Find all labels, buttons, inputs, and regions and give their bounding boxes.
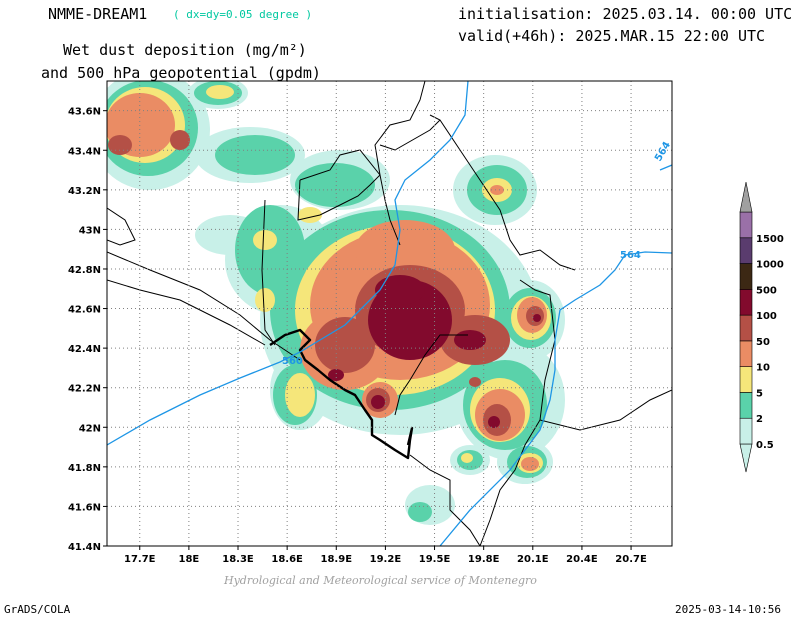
lat-tick-label: 43.2N bbox=[68, 186, 101, 197]
contour-label-564-edge: 564 bbox=[653, 140, 673, 164]
map-title-line2: and 500 hPa geopotential (gpdm) bbox=[41, 64, 321, 82]
lon-tick-label: 18E bbox=[179, 554, 200, 565]
footer-timestamp: 2025-03-14-10:56 bbox=[675, 603, 781, 616]
lat-tick-label: 42.6N bbox=[68, 305, 101, 316]
colorbar-label: 0.5 bbox=[756, 440, 774, 451]
colorbar-swatch bbox=[739, 366, 753, 393]
lon-tick-label: 20.7E bbox=[615, 554, 647, 565]
colorbar-label: 100 bbox=[756, 311, 777, 322]
lon-tick-label: 20.1E bbox=[517, 554, 549, 565]
colorbar-swatch bbox=[739, 263, 753, 290]
gridlines bbox=[107, 81, 672, 547]
map-frame bbox=[106, 80, 673, 547]
lat-tick-label: 42.8N bbox=[68, 265, 101, 276]
contour-label-560: 560 bbox=[282, 356, 303, 367]
colorbar-label: 5 bbox=[756, 388, 763, 399]
colorbar-swatch bbox=[739, 340, 753, 367]
lat-tick-label: 43.6N bbox=[68, 107, 101, 118]
colorbar-label: 10 bbox=[756, 363, 770, 374]
lon-tick-label: 19.8E bbox=[468, 554, 500, 565]
colorbar-label: 2 bbox=[756, 414, 763, 425]
dust-level-100 bbox=[328, 275, 541, 428]
colorbar-label: 50 bbox=[756, 337, 770, 348]
lon-tick-label: 20.4E bbox=[566, 554, 598, 565]
lat-tick-label: 43N bbox=[79, 225, 101, 236]
lat-tick-label: 41.6N bbox=[68, 502, 101, 513]
dust-field bbox=[107, 81, 565, 525]
colorbar-label: 1500 bbox=[756, 234, 784, 245]
colorbar-swatch bbox=[739, 211, 753, 239]
colorbar-swatch bbox=[739, 392, 753, 419]
borders bbox=[107, 81, 672, 546]
colorbar: 0.5 2 5 10 50 100 500 1000 1500 bbox=[739, 181, 784, 473]
colorbar-swatch bbox=[739, 417, 753, 445]
lon-tick-label: 19.5E bbox=[419, 554, 451, 565]
contour-label-564: 564 bbox=[620, 250, 641, 261]
model-title: NMME-DREAM1 bbox=[48, 5, 148, 23]
credit-text: Hydrological and Meteorological service … bbox=[224, 574, 537, 587]
latitude-axis: 41.4N 41.6N 41.8N 42N 42.2N 42.4N 42.6N 42.8N 43… bbox=[68, 107, 107, 553]
lon-tick-label: 17.7E bbox=[124, 554, 156, 565]
longitude-axis: 17.7E 18E 18.3E 18.6E 18.9E 19.2E 19.5E 19.8E 20… bbox=[124, 546, 647, 565]
lat-tick-label: 42.4N bbox=[68, 344, 101, 355]
map-title-line1: Wet dust deposition (mg/m²) bbox=[63, 41, 307, 59]
footer-left: GrADS/COLA bbox=[4, 603, 71, 616]
lat-tick-label: 41.8N bbox=[68, 463, 101, 474]
lat-tick-label: 41.4N bbox=[68, 542, 101, 553]
colorbar-swatch bbox=[739, 314, 753, 342]
lon-tick-label: 19.2E bbox=[370, 554, 402, 565]
colorbar-arrow-bottom bbox=[739, 443, 753, 473]
lat-tick-label: 43.4N bbox=[68, 146, 101, 157]
colorbar-label: 1000 bbox=[756, 260, 784, 271]
lon-tick-label: 18.3E bbox=[222, 554, 254, 565]
coastline bbox=[269, 328, 414, 460]
grid-resolution: ( dx=dy=0.05 degree ) bbox=[173, 8, 313, 21]
lon-tick-label: 18.9E bbox=[321, 554, 353, 565]
lat-tick-label: 42N bbox=[79, 423, 101, 434]
colorbar-swatch bbox=[739, 237, 753, 264]
initialisation-time: initialisation: 2025.03.14. 00:00 UTC bbox=[458, 5, 793, 23]
colorbar-swatch bbox=[739, 289, 753, 316]
lat-tick-label: 42.2N bbox=[68, 384, 101, 395]
geopotential-contours bbox=[107, 81, 672, 546]
colorbar-label: 500 bbox=[756, 285, 777, 296]
valid-time: valid(+46h): 2025.MAR.15 22:00 UTC bbox=[458, 27, 766, 45]
lon-tick-label: 18.6E bbox=[271, 554, 303, 565]
colorbar-arrow-top bbox=[739, 181, 753, 213]
